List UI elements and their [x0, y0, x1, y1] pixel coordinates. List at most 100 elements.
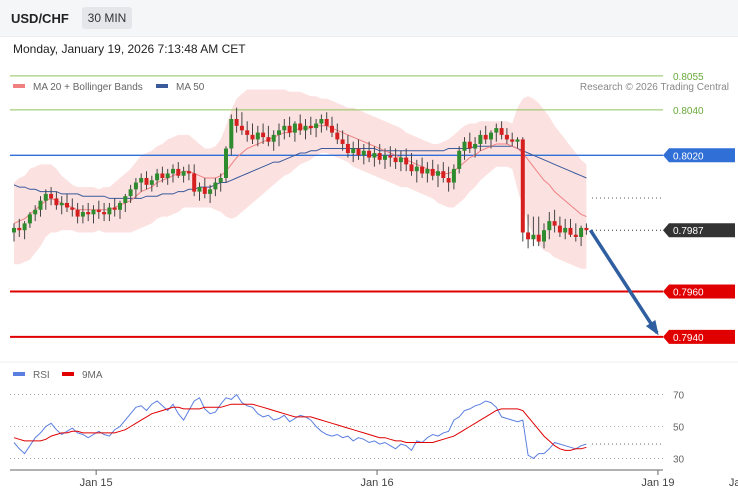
candle-body	[457, 150, 462, 169]
candle-body	[245, 130, 250, 135]
candle-body	[536, 234, 541, 242]
candle-body	[404, 157, 409, 165]
rsi-line	[13, 393, 587, 460]
candle-body	[102, 212, 107, 215]
candle-body	[144, 178, 149, 185]
candle-body	[86, 212, 91, 215]
x-tick-label-jan-15: Jan 15	[80, 477, 113, 489]
candle-body	[271, 134, 276, 142]
candle-body	[38, 200, 43, 210]
candle-body	[234, 119, 239, 126]
candle-body	[314, 123, 319, 129]
candle-body	[218, 178, 223, 183]
candle-body	[80, 212, 85, 217]
level-label-0.7987: 0.7987	[673, 226, 704, 237]
candle-body	[467, 141, 472, 149]
candle-body	[255, 132, 260, 140]
candle-body	[149, 180, 154, 185]
candle-body	[261, 132, 266, 138]
candle-body	[345, 143, 350, 154]
legend-label: MA 50	[176, 82, 205, 93]
candle-body	[557, 225, 562, 233]
candle-body	[213, 182, 218, 190]
candle-body	[478, 134, 483, 144]
candle-body	[584, 227, 589, 231]
legend-swatch	[13, 84, 25, 88]
candle-body	[277, 130, 281, 135]
level-tag-0.7940	[663, 329, 735, 344]
copyright-credit: Research © 2026 Trading Central	[580, 82, 729, 93]
candle-body	[425, 168, 430, 174]
candle-body	[239, 125, 244, 131]
candle-body	[186, 171, 191, 174]
candle-body	[91, 209, 96, 215]
candle-body	[176, 168, 181, 176]
candle-body	[568, 227, 573, 235]
candle-body	[33, 209, 38, 215]
rsi-legend-label: 9MA	[82, 370, 103, 381]
candle-body	[547, 221, 552, 231]
rsi-tick-30: 30	[673, 454, 685, 465]
candle-body	[446, 178, 451, 183]
candle-body	[393, 157, 398, 163]
candle-body	[59, 202, 64, 206]
candle-body	[330, 125, 334, 133]
candle-body	[542, 230, 546, 242]
candle-body	[181, 171, 186, 176]
candle-body	[17, 227, 22, 231]
candle-body	[473, 143, 478, 149]
candle-body	[75, 209, 80, 217]
candle-body	[308, 125, 313, 129]
candle-body	[192, 173, 197, 192]
candle-body	[520, 139, 525, 233]
candle-body	[552, 221, 557, 226]
candle-body	[563, 227, 568, 233]
candle-body	[123, 196, 128, 203]
candle-body	[229, 119, 234, 149]
level-tag-0.8020	[663, 148, 735, 163]
candle-body	[298, 123, 303, 131]
candle-body	[441, 171, 446, 178]
candle-body	[494, 128, 499, 133]
candle-body	[160, 173, 165, 178]
candle-body	[128, 189, 133, 197]
x-tick-label-jan-20: Jan 20	[729, 477, 738, 489]
candle-body	[372, 153, 377, 158]
candle-body	[462, 141, 467, 151]
candle-body	[483, 134, 488, 140]
candle-body	[266, 137, 271, 142]
candle-body	[27, 214, 32, 224]
candle-body	[49, 193, 54, 199]
candle-body	[367, 150, 372, 158]
candle-body	[208, 189, 213, 194]
candle-body	[430, 168, 435, 176]
candle-body	[351, 148, 356, 154]
candle-body	[96, 209, 101, 213]
level-tag-0.7987	[663, 223, 735, 238]
candle-body	[54, 198, 59, 206]
candle-body	[155, 173, 160, 181]
x-tick-label-jan-16: Jan 16	[361, 477, 394, 489]
rsi-legend-swatch	[62, 372, 74, 376]
candle-body	[409, 164, 414, 172]
candle-body	[43, 193, 48, 201]
candle-body	[388, 155, 393, 158]
candle-body	[531, 234, 536, 240]
level-label-0.8020: 0.8020	[673, 151, 704, 162]
candle-body	[383, 155, 387, 160]
candle-body	[579, 227, 584, 237]
candle-body	[489, 132, 493, 140]
candle-body	[361, 150, 366, 156]
candle-body	[324, 119, 329, 126]
candle-body	[398, 157, 403, 163]
candle-body	[526, 232, 531, 240]
candle-body	[510, 139, 515, 142]
projection-arrowhead	[645, 319, 659, 336]
candle-body	[12, 227, 16, 233]
candle-body	[202, 187, 207, 194]
chart-header: USD/CHF 30 MIN	[0, 0, 738, 37]
candle-body	[282, 125, 287, 131]
rsi-ma-line	[13, 403, 587, 451]
timeframe-button[interactable]: 30 MIN	[82, 7, 132, 29]
